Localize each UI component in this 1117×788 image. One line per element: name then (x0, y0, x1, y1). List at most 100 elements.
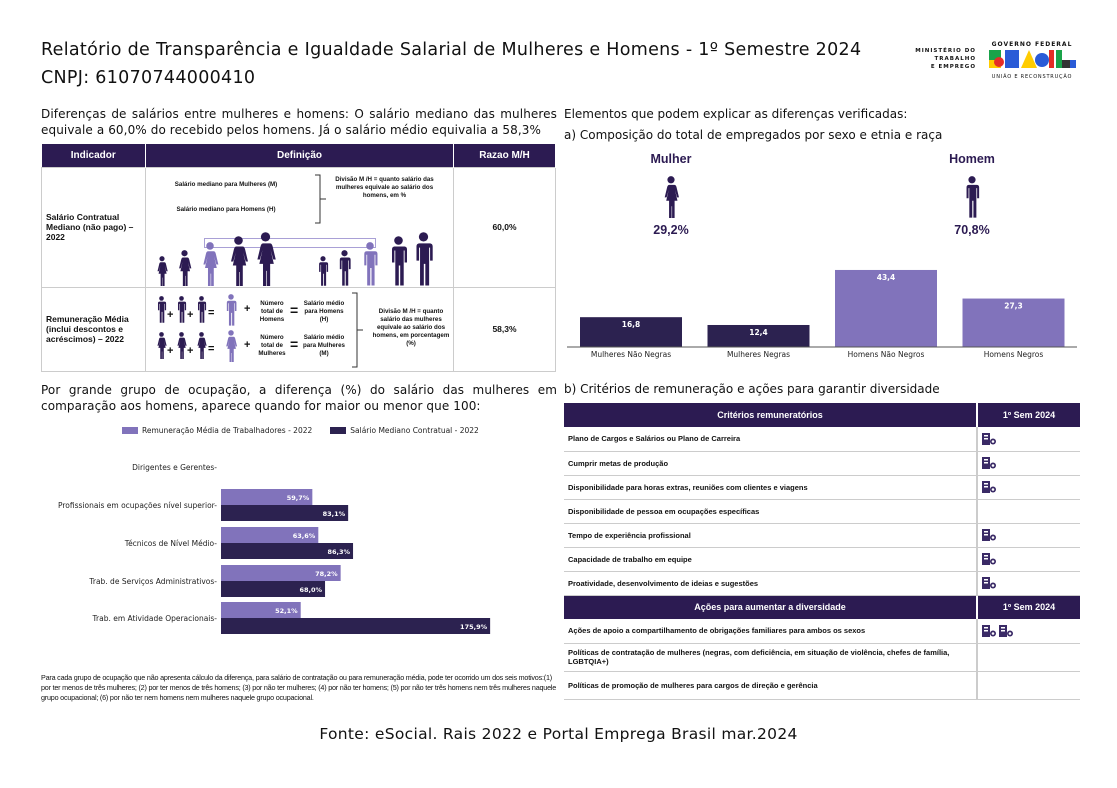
bar-value-label: 27,3 (1004, 302, 1023, 311)
table-row: Plano de Cargos e Salários ou Plano de C… (564, 427, 1080, 452)
category-label: Trab. em Atividade Operacionais- (92, 614, 218, 623)
bar-value-label: 63,6% (293, 532, 316, 540)
row-label: Ações de apoio a compartilhamento de obr… (564, 619, 977, 644)
indicator-average: Remuneração Média (inclui descontos e ac… (41, 286, 146, 372)
bar-value-label: 52,1% (275, 607, 298, 615)
bar (221, 565, 341, 581)
occupation-bar-chart: Dirigentes e Gerentes- Profissionais em o… (58, 463, 491, 634)
header-razao: Razao M/H (453, 144, 556, 167)
woman-composition: Mulher 29,2% (650, 152, 692, 237)
category-label: Técnicos de Nível Médio- (124, 539, 218, 548)
criteria-col-header: 1º Sem 2024 (976, 403, 1080, 427)
category-label: Dirigentes e Gerentes- (132, 463, 217, 472)
governo-federal-logo: GOVERNO FEDERAL UNIÃO E RECONSTRUÇÃO (987, 41, 1077, 80)
equals-sign: = (290, 335, 299, 352)
category-label: Homens Não Negros (848, 350, 925, 359)
bar (835, 269, 937, 347)
bar-value-label: 16,8 (622, 320, 641, 329)
bar (707, 324, 810, 347)
bar-value-label: 59,7% (287, 494, 310, 502)
brace-icon (352, 292, 363, 367)
row-marks (976, 523, 1080, 548)
sum-figures: + + = + + = + + (157, 293, 250, 362)
svg-text:+: + (167, 309, 173, 321)
row-marks (976, 427, 1080, 452)
bar-value-label: 68,0% (299, 586, 322, 594)
median-highlight-box (204, 237, 376, 248)
category-label: Mulheres Não Negras (591, 350, 671, 359)
bar (221, 543, 354, 559)
row-label: Cumprir metas de produção (564, 451, 977, 476)
row-label: Tempo de experiência profissional (564, 523, 977, 548)
row-label: Capacidade de trabalho em equipe (564, 547, 977, 572)
table-row: Disponibilidade de pessoa em ocupações e… (564, 499, 1080, 524)
brasil-logo-graphic (989, 50, 1076, 68)
actions-header: Ações para aumentar a diversidade (564, 595, 977, 619)
actions-col-header: 1º Sem 2024 (976, 595, 1080, 619)
source: Fonte: eSocial. Rais 2022 e Portal Empre… (319, 725, 798, 743)
svg-text:=: = (208, 343, 214, 355)
page-title: Relatório de Transparência e Igualdade S… (41, 40, 862, 60)
bar (221, 602, 301, 618)
bar (580, 317, 682, 347)
building-person-icon (982, 457, 996, 469)
svg-text:+: + (244, 303, 250, 315)
salary-difference-summary: Diferenças de salários entre mulheres e … (41, 107, 557, 137)
legend-item: Remuneração Média de Trabalhadores - 202… (122, 426, 312, 435)
ratio-median: 60,0% (453, 166, 556, 288)
bar-value-label: 175,9% (460, 623, 488, 631)
criteria-table: Critérios remuneratórios 1º Sem 2024 Plan… (564, 403, 1080, 700)
bar (962, 298, 1065, 347)
table-row: Políticas de promoção de mulheres para c… (564, 671, 1080, 700)
svg-text:+: + (187, 309, 193, 321)
occupation-legend: Remuneração Média de Trabalhadores - 202… (122, 426, 479, 435)
table-row: Ações de apoio a compartilhamento de obr… (564, 619, 1080, 644)
composition-subtitle: a) Composição do total de empregados por… (564, 128, 943, 142)
cnpj: CNPJ: 61070744000410 (41, 68, 256, 88)
category-label: Mulheres Negras (727, 350, 790, 359)
indicator-median: Salário Contratual Mediano (não pago) – … (41, 166, 146, 288)
svg-text:=: = (208, 307, 214, 319)
man-icon (966, 176, 980, 218)
category-label: Profissionais em ocupações nível superio… (58, 501, 217, 510)
legend-swatch (330, 427, 347, 434)
legend-item: Salário Mediano Contratual - 2022 (330, 426, 479, 435)
row-label: Proatividade, desenvolvimento de ideias … (564, 571, 977, 596)
row-label: Políticas de promoção de mulheres para c… (564, 671, 977, 700)
row-marks (976, 547, 1080, 572)
row-marks (976, 451, 1080, 476)
woman-icon (664, 176, 679, 218)
bar (221, 618, 491, 634)
criteria-subtitle: b) Critérios de remuneração e ações para… (564, 382, 940, 396)
people-figures (157, 231, 433, 286)
building-person-icon (982, 553, 996, 565)
row-marks (976, 475, 1080, 500)
building-person-icon (982, 529, 996, 541)
svg-text:+: + (187, 345, 193, 357)
median-definition: Salário mediano para Mulheres (M) Salári… (145, 166, 454, 288)
svg-text:+: + (167, 345, 173, 357)
category-label: Homens Negros (984, 350, 1044, 359)
ratio-average: 58,3% (453, 286, 556, 372)
table-row: Cumprir metas de produção (564, 451, 1080, 476)
bar (221, 581, 326, 597)
table-row: Proatividade, desenvolvimento de ideias … (564, 571, 1080, 596)
bar-value-label: 78,2% (315, 570, 338, 578)
legend-swatch (122, 427, 138, 434)
bar-value-label: 86,3% (327, 548, 350, 556)
svg-text:+: + (244, 339, 250, 351)
indicator-table: Indicador Definição Razao M/H Salário Cont… (41, 144, 556, 372)
table-row: Disponibilidade para horas extras, reuni… (564, 475, 1080, 500)
building-person-icon (982, 625, 996, 637)
building-person-icon (999, 625, 1013, 637)
ministry-logo: MINISTÉRIO DO TRABALHO E EMPREGO (915, 48, 976, 70)
bar (221, 527, 319, 543)
man-composition: Homem 70,8% (949, 152, 995, 237)
average-definition: + + = + + = + + Número total de Homens = Salári… (145, 286, 454, 372)
row-marks (976, 499, 1080, 524)
table-row: Capacidade de trabalho em equipe (564, 547, 1080, 572)
bar-value-label: 12,4 (749, 328, 768, 337)
footnote: Para cada grupo de ocupação que não apre… (41, 673, 557, 702)
row-marks (976, 671, 1080, 700)
building-person-icon (982, 481, 996, 493)
